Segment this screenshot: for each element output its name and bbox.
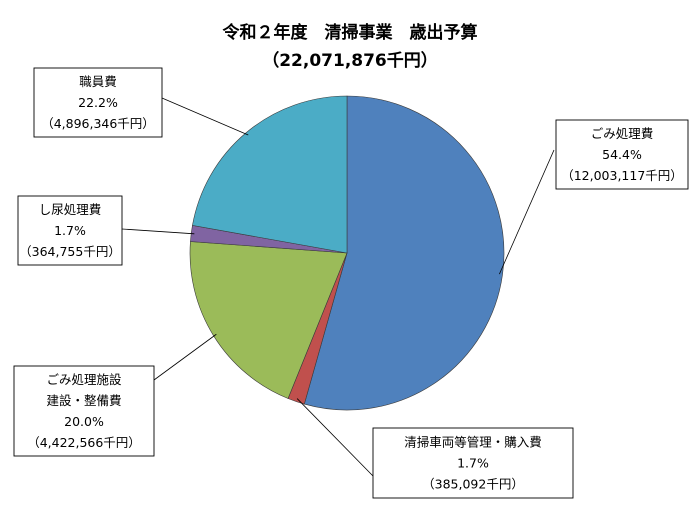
slice-amount-human-waste: （364,755千円） [19,244,121,259]
slice-name-facility-construction: 建設・整備費 [46,393,121,408]
slice-percent-human-waste: 1.7% [54,223,86,238]
label-box-human-waste [17,195,123,266]
leader-line-vehicle-management [296,398,374,477]
pie-slice-vehicle-management [288,253,347,405]
pie-slice-facility-construction [190,241,347,399]
slice-percent-facility-construction: 20.0% [64,414,104,429]
chart-subtitle: （22,071,876千円） [262,50,438,71]
slice-amount-facility-construction: （4,422,566千円） [27,435,141,450]
leader-line-garbage-processing [499,149,555,275]
slice-amount-garbage-processing: （12,003,117千円） [561,168,683,183]
slice-name-human-waste: し尿処理費 [39,202,102,217]
slice-labels: ごみ処理費 54.4% （12,003,117千円） 清掃車両等管理・購入費 1.7% （… [13,67,689,499]
leader-line-personnel [161,97,249,136]
slice-name-facility-construction: ごみ処理施設 [46,372,122,387]
pie-slices [189,95,505,411]
slice-name-vehicle-management: 清掃車両等管理・購入費 [404,435,542,450]
pie-slice-personnel [192,96,347,253]
slice-percent-personnel: 22.2% [78,95,118,110]
slice-percent-vehicle-management: 1.7% [457,456,489,471]
label-box-garbage-processing [555,119,689,190]
leader-line-human-waste [121,228,195,235]
chart-title: 令和２年度 清掃事業 歳出予算 [223,22,478,43]
slice-percent-garbage-processing: 54.4% [602,147,642,162]
leader-lines [121,97,555,477]
slice-amount-personnel: （4,896,346千円） [41,116,155,131]
slice-amount-vehicle-management: （385,092千円） [422,477,524,492]
slice-name-garbage-processing: ごみ処理費 [591,126,654,141]
pie-slice-garbage-processing [304,96,504,410]
pie-slice-edge-garbage-processing [303,95,505,411]
label-box-facility-construction [13,365,155,457]
pie-slice-edge-personnel [192,95,348,254]
label-box-personnel [33,67,163,138]
label-box-vehicle-management [372,427,574,499]
slice-name-personnel: 職員費 [79,74,117,89]
leader-line-facility-construction [153,333,217,381]
